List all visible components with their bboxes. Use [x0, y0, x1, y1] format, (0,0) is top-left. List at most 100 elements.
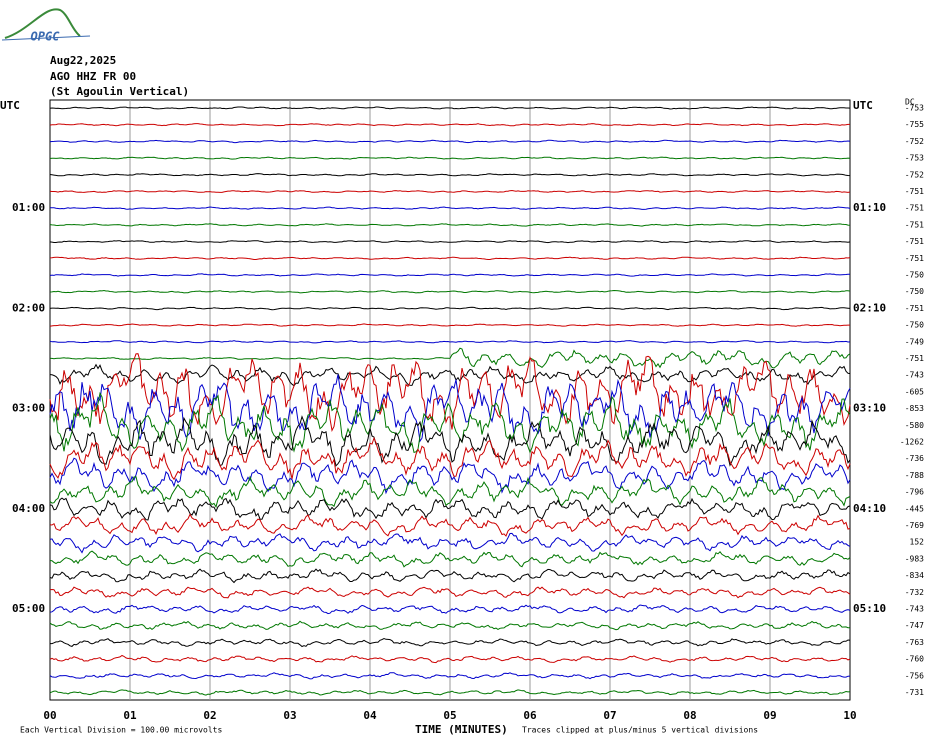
trace: [49, 273, 851, 277]
trace: [49, 173, 851, 177]
trace: [49, 586, 851, 599]
left-time-label: 05:00: [12, 602, 45, 615]
right-time-label: 01:10: [853, 201, 886, 214]
dc-offset: -752: [905, 170, 924, 179]
dc-offset: -834: [905, 571, 924, 580]
dc-offset: -756: [905, 671, 924, 680]
trace: [49, 323, 850, 327]
trace: [50, 637, 851, 648]
trace: [49, 568, 851, 584]
trace: [49, 415, 851, 467]
dc-offset: -751: [905, 254, 924, 263]
trace: [49, 620, 851, 631]
logo-text: OPGC: [31, 30, 61, 44]
scale-note: Each Vertical Division = 100.00 microvol…: [20, 726, 222, 735]
trace: [50, 347, 851, 369]
dc-heading: DC: [905, 98, 915, 107]
left-time-label: UTC: [0, 99, 20, 112]
left-time-label: 02:00: [12, 301, 45, 314]
x-tick-label: 02: [203, 709, 216, 722]
x-tick-label: 08: [683, 709, 696, 722]
dc-offset: -736: [905, 454, 924, 463]
x-tick-label: 10: [843, 709, 856, 722]
left-time-label: 03:00: [12, 402, 45, 415]
dc-offset: -753: [905, 154, 924, 163]
right-time-label: 02:10: [853, 301, 886, 314]
logo-line: [1, 35, 91, 41]
dc-offset: -751: [905, 187, 924, 196]
trace: [49, 240, 851, 244]
dc-offset: -1262: [900, 438, 924, 447]
clip-note: Traces clipped at plus/minus 5 vertical …: [522, 726, 758, 735]
dc-offset: -751: [905, 237, 924, 246]
left-time-label: 04:00: [12, 502, 45, 515]
dc-offset: -983: [905, 554, 924, 563]
right-time-label: UTC: [853, 99, 873, 112]
dc-offset: -750: [905, 321, 924, 330]
dc-offset: -732: [905, 588, 924, 597]
trace: [49, 604, 851, 615]
trace: [49, 475, 851, 509]
dc-offset: -755: [905, 120, 924, 129]
trace: [49, 106, 851, 110]
dc-offset: -750: [905, 271, 924, 280]
dc-offset: -788: [905, 471, 924, 480]
x-tick-label: 01: [123, 709, 137, 722]
trace: [49, 123, 850, 127]
dc-offset: -605: [905, 387, 924, 396]
left-time-label: 01:00: [12, 201, 45, 214]
x-tick-label: 00: [43, 709, 56, 722]
dc-offset: -753: [905, 104, 924, 113]
trace: [49, 532, 851, 554]
trace: [49, 363, 851, 387]
dc-offset: -731: [905, 688, 924, 697]
trace: [49, 672, 851, 680]
x-tick-label: 06: [523, 709, 537, 722]
right-time-label: 03:10: [853, 402, 886, 415]
trace: [50, 206, 851, 210]
x-tick-label: 09: [763, 709, 776, 722]
trace: [49, 189, 851, 193]
x-tick-label: 03: [283, 709, 296, 722]
date: Aug22,2025: [50, 54, 116, 67]
dc-offset: -752: [905, 137, 924, 146]
dc-offset: -747: [905, 621, 924, 630]
dc-offset: -763: [905, 638, 924, 647]
axis-title: TIME (MINUTES): [415, 723, 508, 736]
dc-offset: 152: [910, 538, 925, 547]
trace: [49, 457, 851, 495]
trace: [49, 689, 851, 696]
dc-offset: -743: [905, 605, 924, 614]
trace: [49, 223, 851, 227]
dc-offset: -751: [905, 204, 924, 213]
trace: [49, 340, 851, 344]
right-time-label: 05:10: [853, 602, 886, 615]
trace: [49, 391, 851, 454]
right-time-label: 04:10: [853, 502, 886, 515]
trace: [49, 306, 851, 311]
trace: [49, 436, 851, 481]
x-tick-label: 04: [363, 709, 377, 722]
station: AGO HHZ FR 00: [50, 70, 136, 83]
trace: [49, 353, 851, 432]
dc-offset: -751: [905, 354, 924, 363]
dc-offset: -580: [905, 421, 924, 430]
dc-offset: -750: [905, 287, 924, 296]
trace: [49, 289, 851, 294]
dc-offset: -743: [905, 371, 924, 380]
dc-offset: -796: [905, 488, 924, 497]
dc-offset: -769: [905, 521, 924, 530]
dc-offset: -760: [905, 655, 924, 664]
dc-offset: -751: [905, 220, 924, 229]
dc-offset: -445: [905, 504, 924, 513]
dc-offset: -853: [905, 404, 924, 413]
trace: [49, 256, 851, 260]
x-tick-label: 07: [603, 709, 616, 722]
location: (St Agoulin Vertical): [50, 85, 189, 98]
dc-offset: -751: [905, 304, 924, 313]
trace: [49, 550, 851, 568]
logo-mark: [4, 8, 81, 39]
trace: [49, 156, 851, 160]
trace: [49, 513, 851, 537]
